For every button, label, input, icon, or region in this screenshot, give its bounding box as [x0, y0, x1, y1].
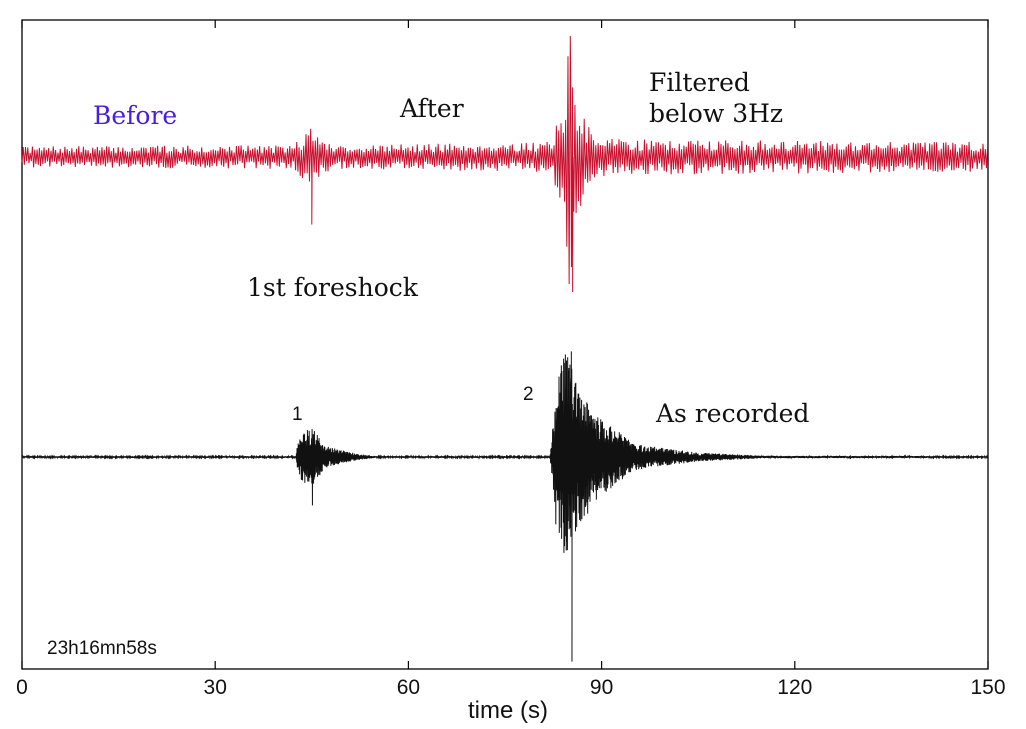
event-label-2: 2	[523, 384, 534, 405]
x-tick-label-120: 120	[777, 676, 812, 699]
plot-frame	[21, 19, 989, 670]
x-tick-label-150: 150	[970, 676, 1005, 699]
annotation-before: Before	[93, 101, 177, 130]
x-tick-label-0: 0	[16, 676, 28, 699]
annotation-filtered-line1: Filtered	[649, 68, 750, 97]
start-time-label: 23h16mn58s	[47, 638, 157, 659]
annotation-foreshock: 1st foreshock	[247, 273, 419, 302]
filtered-trace	[21, 35, 989, 293]
x-ticks	[21, 20, 989, 669]
recorded-trace	[21, 351, 989, 662]
x-tick-label-60: 60	[397, 676, 420, 699]
event-label-1: 1	[292, 404, 303, 425]
x-tick-labels: 0 30 60 90 120 150	[16, 676, 1005, 699]
annotation-filtered-line2: below 3Hz	[649, 99, 783, 128]
annotation-after: After	[399, 94, 464, 123]
x-tick-label-30: 30	[204, 676, 227, 699]
x-axis-label: time (s)	[468, 697, 548, 724]
x-tick-label-90: 90	[590, 676, 613, 699]
annotation-recorded: As recorded	[655, 399, 809, 428]
